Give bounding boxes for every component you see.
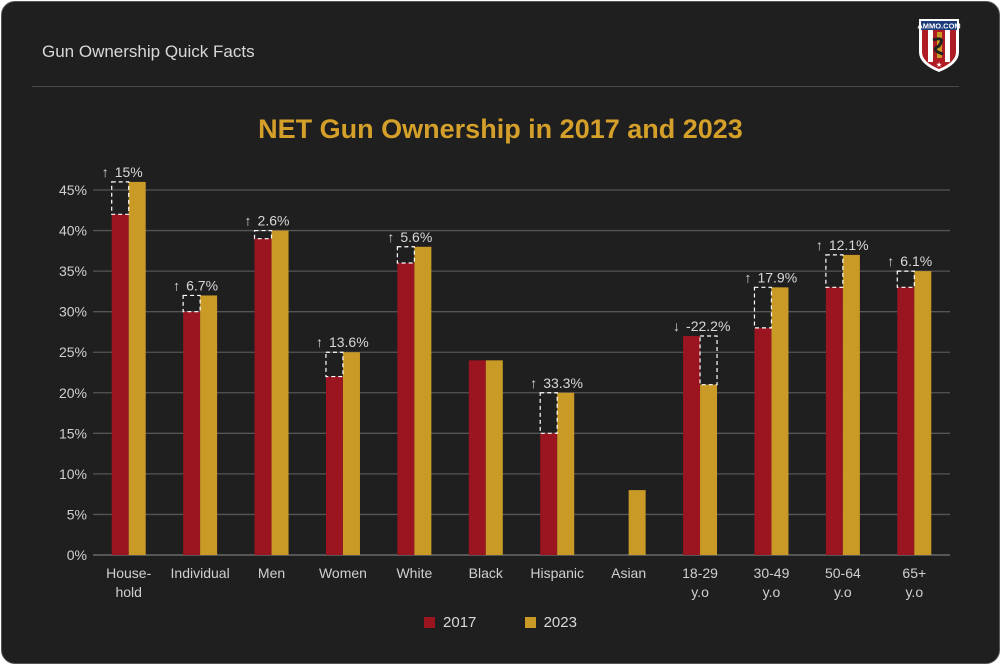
bar-2023	[485, 360, 503, 555]
x-tick-label: Hispanic	[530, 565, 584, 581]
change-label: 5.6%	[400, 229, 432, 245]
y-tick-label: 25%	[59, 344, 87, 360]
change-label: 15%	[115, 164, 143, 180]
bar-2017	[111, 214, 129, 556]
change-bracket	[825, 254, 844, 288]
x-tick-label: 18-29	[682, 565, 718, 581]
bar-2017	[825, 287, 843, 555]
legend: 2017 2023	[2, 614, 999, 632]
bar-2017	[397, 263, 415, 555]
bar-2023	[128, 181, 146, 555]
arrow-up-icon: ↑	[102, 164, 109, 180]
x-tick-label: y.o	[763, 584, 781, 600]
arrow-up-icon: ↑	[744, 269, 751, 285]
arrow-up-icon: ↑	[530, 375, 537, 391]
arrow-down-icon: ↓	[673, 318, 680, 334]
arrow-up-icon: ↑	[316, 334, 323, 350]
change-bracket	[753, 286, 773, 329]
change-label: 17.9%	[757, 269, 797, 285]
change-bracket	[325, 351, 344, 378]
chart-title: NET Gun Ownership in 2017 and 2023	[258, 114, 743, 144]
y-tick-label: 20%	[59, 385, 87, 401]
bar-2017	[183, 311, 201, 555]
x-tick-label: hold	[115, 584, 141, 600]
change-label: 13.6%	[329, 334, 369, 350]
x-tick-label: Individual	[171, 565, 230, 581]
bar-2023	[414, 246, 432, 555]
x-tick-label: y.o	[691, 584, 709, 600]
y-tick-label: 10%	[59, 466, 87, 482]
legend-swatch	[524, 617, 536, 628]
x-tick-label: Women	[319, 565, 367, 581]
bar-2017	[897, 287, 915, 555]
bar-2023	[914, 271, 932, 555]
change-bracket	[699, 335, 718, 386]
bar-2017	[325, 376, 343, 555]
y-tick-label: 35%	[59, 263, 87, 279]
change-bracket	[896, 270, 915, 288]
bar-2023	[842, 254, 860, 555]
bar-2023	[271, 230, 289, 556]
legend-item-2023[interactable]: 2023	[524, 614, 577, 631]
change-bracket	[539, 392, 558, 434]
x-tick-label: 30-49	[754, 565, 790, 581]
svg-text:AMMO.COM: AMMO.COM	[917, 22, 960, 31]
y-tick-label: 0%	[67, 547, 87, 563]
bar-2023	[557, 392, 575, 555]
y-tick-label: 15%	[59, 425, 87, 441]
card-header: Gun Ownership Quick Facts	[42, 42, 255, 61]
change-bracket	[182, 294, 201, 313]
x-tick-label: 50-64	[825, 565, 861, 581]
bar-2017	[254, 238, 272, 555]
x-tick-label: Black	[469, 565, 504, 581]
y-tick-label: 40%	[59, 223, 87, 239]
change-bracket	[253, 229, 273, 240]
bar-2023	[628, 490, 646, 555]
change-label: 6.7%	[186, 277, 218, 293]
legend-swatch	[424, 617, 436, 628]
bar-2017	[468, 360, 486, 555]
divider	[32, 86, 959, 87]
bar-2023	[200, 295, 218, 555]
bar-2017	[540, 433, 558, 555]
change-label: 12.1%	[829, 237, 869, 253]
bar-2017	[754, 327, 772, 555]
bar-2023	[771, 287, 789, 555]
y-tick-label: 45%	[59, 182, 87, 198]
change-bracket	[111, 181, 130, 215]
legend-item-2017[interactable]: 2017	[424, 614, 476, 631]
x-tick-label: House-	[106, 565, 151, 581]
y-tick-label: 30%	[59, 304, 87, 320]
ammo-logo: AMMO.COM ★	[916, 16, 962, 79]
change-label: 6.1%	[900, 253, 932, 269]
x-tick-label: y.o	[905, 584, 923, 600]
x-tick-label: White	[396, 565, 432, 581]
arrow-up-icon: ↑	[816, 237, 823, 253]
bar-2023	[342, 352, 360, 555]
y-tick-label: 5%	[67, 506, 87, 522]
change-bracket	[396, 246, 415, 264]
arrow-up-icon: ↑	[245, 213, 252, 229]
svg-text:★: ★	[936, 61, 942, 69]
bar-2017	[683, 336, 701, 555]
arrow-up-icon: ↑	[887, 253, 894, 269]
arrow-up-icon: ↑	[173, 277, 180, 293]
change-label: -22.2%	[686, 318, 730, 334]
x-tick-label: Asian	[611, 565, 646, 581]
change-label: 33.3%	[543, 375, 583, 391]
bar-2023	[700, 384, 718, 555]
x-tick-label: y.o	[834, 584, 852, 600]
change-label: 2.6%	[258, 213, 290, 229]
x-tick-label: 65+	[902, 565, 926, 581]
x-tick-label: Men	[258, 565, 285, 581]
arrow-up-icon: ↑	[387, 229, 394, 245]
